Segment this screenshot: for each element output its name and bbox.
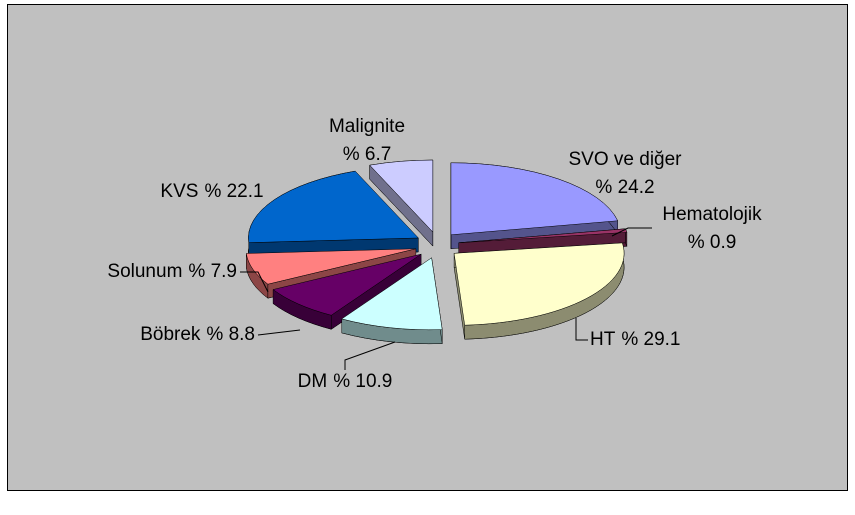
slice-label: Solunum % 7.9 bbox=[107, 261, 237, 282]
value-label: % 29.1 bbox=[621, 329, 680, 350]
leader-line bbox=[257, 329, 301, 336]
slice-label: KVS % 22.1 bbox=[160, 181, 263, 202]
slice bbox=[248, 170, 419, 243]
slice-label: HT% 29.1 bbox=[590, 329, 680, 350]
category-label: HT bbox=[590, 329, 616, 350]
value-label: % 10.9 bbox=[333, 371, 392, 392]
category-label: DM bbox=[298, 371, 328, 392]
category-label: Malignite bbox=[329, 116, 405, 137]
category-label: SVO ve diğer bbox=[569, 149, 683, 170]
category-label: KVS bbox=[160, 181, 198, 202]
slice bbox=[272, 253, 422, 316]
slice bbox=[341, 257, 443, 331]
value-label: % 24.2 bbox=[595, 177, 654, 198]
leader-line bbox=[344, 341, 396, 370]
slice bbox=[453, 242, 625, 326]
slice bbox=[369, 159, 434, 233]
category-label: Böbrek bbox=[140, 324, 201, 345]
slice-label: DM% 10.9 bbox=[298, 371, 393, 392]
value-label: % 6.7 bbox=[343, 144, 392, 165]
leader-line bbox=[611, 227, 652, 237]
value-label: % 0.9 bbox=[688, 232, 737, 253]
leader-line bbox=[575, 318, 588, 341]
category-label: Hematolojik bbox=[662, 204, 762, 225]
leader-line bbox=[240, 271, 269, 293]
slice bbox=[450, 162, 619, 236]
value-label: % 8.8 bbox=[206, 324, 255, 345]
value-label: % 22.1 bbox=[204, 181, 263, 202]
slice bbox=[245, 248, 416, 285]
value-label: % 7.9 bbox=[188, 261, 237, 282]
slice-label: Böbrek% 8.8 bbox=[140, 324, 255, 345]
category-label: Solunum bbox=[107, 261, 182, 282]
chart-area bbox=[7, 4, 848, 491]
